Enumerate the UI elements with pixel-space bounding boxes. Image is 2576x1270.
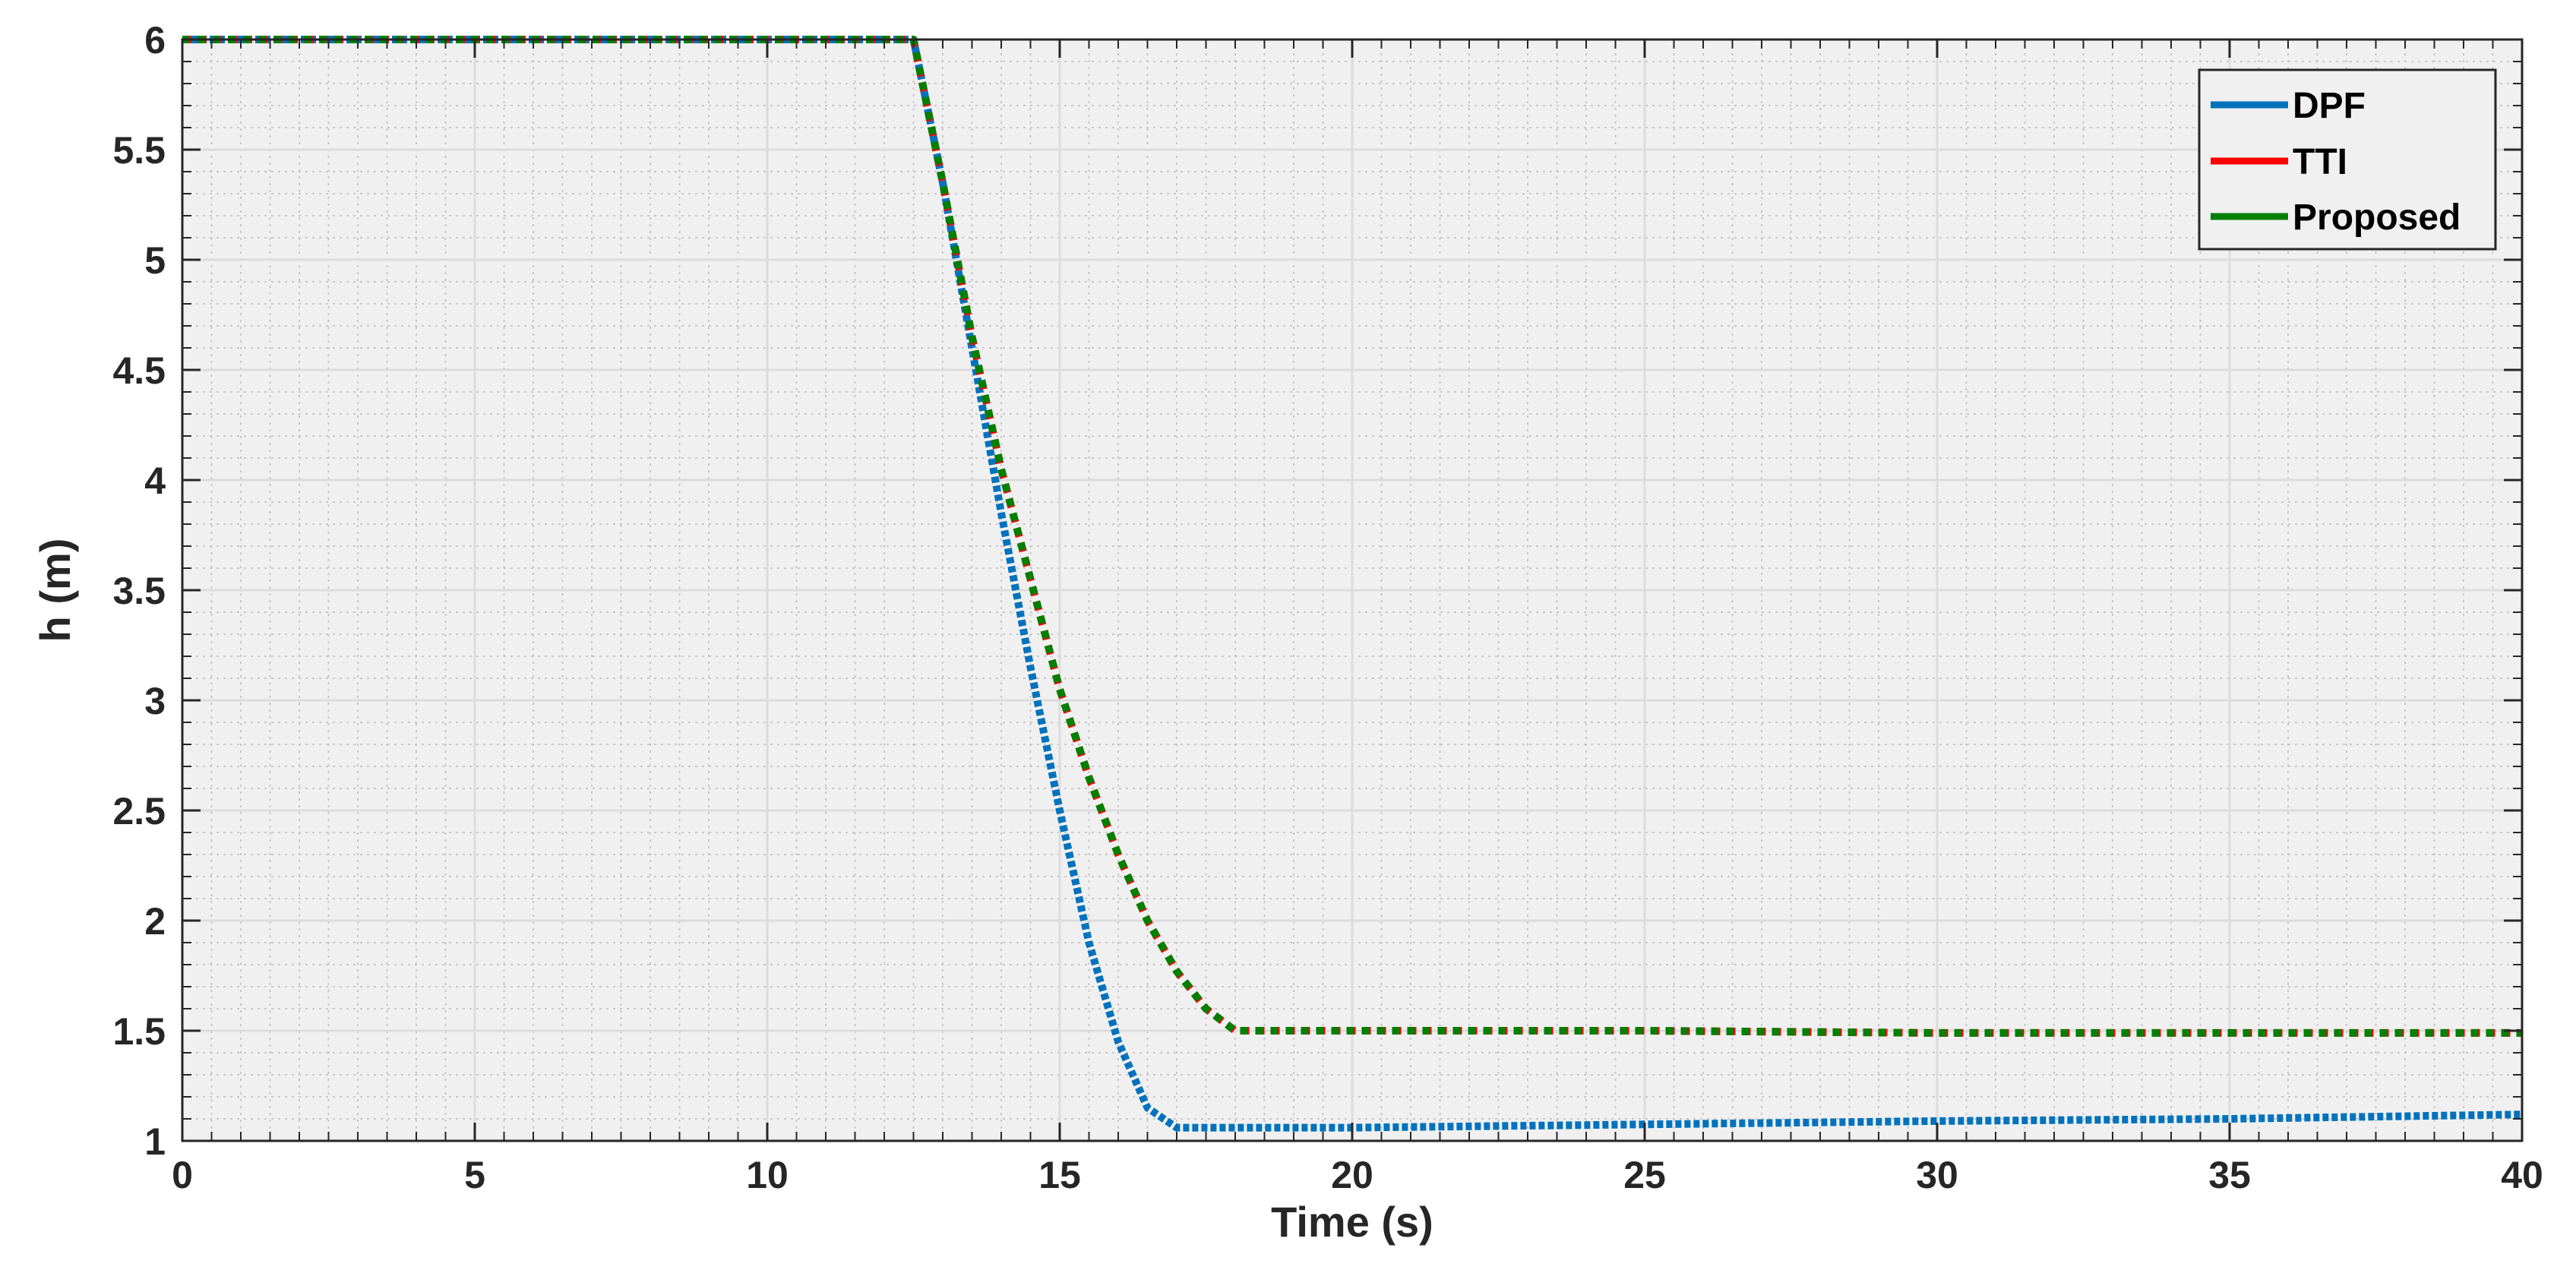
y-tick-label: 6 xyxy=(144,19,166,62)
y-tick-label: 4 xyxy=(144,460,166,502)
x-axis-title: Time (s) xyxy=(1271,1198,1433,1246)
x-tick-label: 5 xyxy=(464,1154,485,1196)
legend-label-tti: TTI xyxy=(2293,142,2347,182)
x-tick-labels: 0 5 10 15 20 25 30 35 40 xyxy=(172,1154,2543,1196)
legend-label-dpf: DPF xyxy=(2293,86,2366,126)
y-tick-label: 3 xyxy=(144,680,166,722)
series-layer xyxy=(182,36,2523,1132)
x-tick-label: 40 xyxy=(2501,1154,2543,1196)
x-tick-label: 20 xyxy=(1331,1154,1373,1196)
y-tick-label: 5 xyxy=(144,239,166,282)
x-tick-label: 25 xyxy=(1623,1154,1666,1196)
series-line-proposed xyxy=(182,36,2522,1037)
x-tick-label: 30 xyxy=(1916,1154,1958,1196)
y-tick-label: 4.5 xyxy=(112,349,166,392)
y-tick-label: 1 xyxy=(144,1120,166,1163)
x-tick-label: 35 xyxy=(2208,1154,2251,1196)
x-tick-label: 10 xyxy=(746,1154,789,1196)
legend: DPF TTI Proposed xyxy=(2198,68,2497,251)
x-tick-label: 15 xyxy=(1038,1154,1081,1196)
minor-grid xyxy=(182,39,2522,1141)
y-tick-label: 2.5 xyxy=(112,790,166,832)
legend-label-proposed: Proposed xyxy=(2293,197,2461,238)
y-tick-label: 3.5 xyxy=(112,570,166,612)
y-tick-label: 5.5 xyxy=(112,129,166,172)
x-tick-label: 0 xyxy=(172,1154,193,1196)
y-tick-label: 1.5 xyxy=(112,1010,166,1053)
tick-marks xyxy=(181,38,2524,1142)
y-axis-title: h (m) xyxy=(31,539,79,643)
y-tick-label: 2 xyxy=(144,900,166,943)
y-tick-labels: 1 1.5 2 2.5 3 3.5 4 4.5 5 5.5 6 xyxy=(112,19,166,1163)
